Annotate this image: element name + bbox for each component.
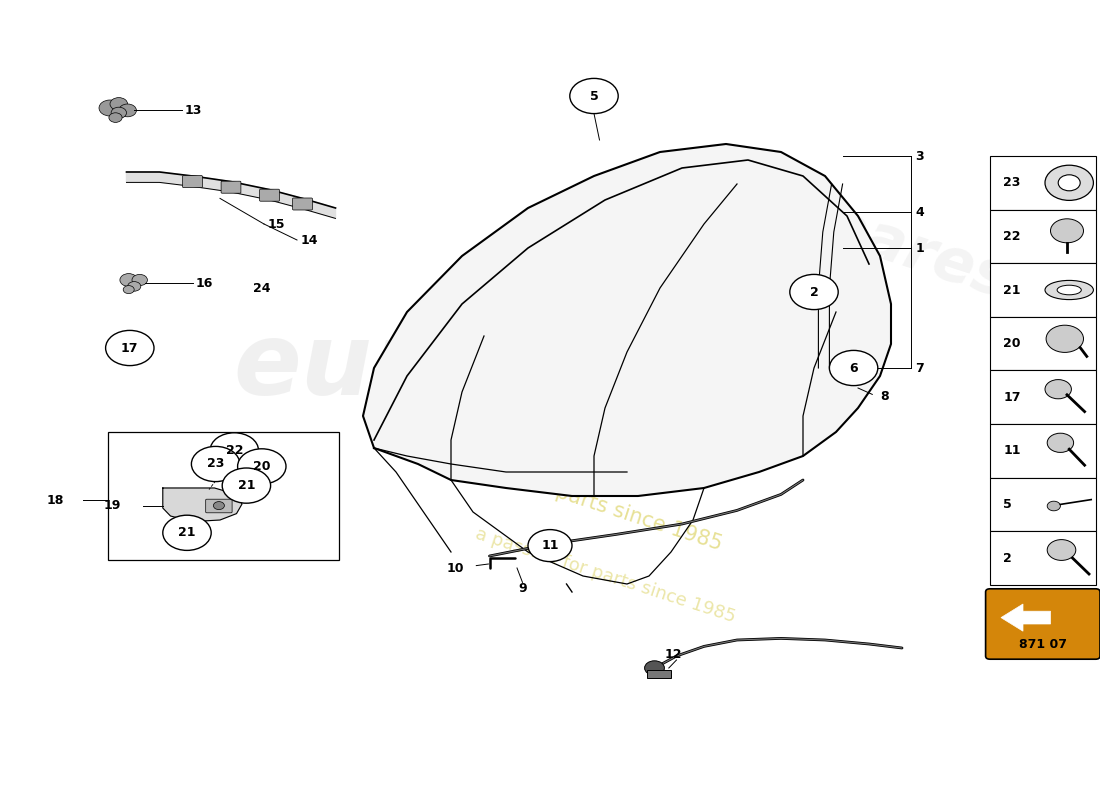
Text: 8: 8: [880, 390, 889, 402]
Text: 6: 6: [849, 362, 858, 374]
Circle shape: [829, 350, 878, 386]
Text: a passion for parts since 1985: a passion for parts since 1985: [419, 438, 725, 554]
Text: 15: 15: [267, 218, 285, 230]
Text: 2: 2: [810, 286, 818, 298]
Circle shape: [790, 274, 838, 310]
Circle shape: [110, 98, 128, 110]
Circle shape: [528, 530, 572, 562]
Text: 5: 5: [1003, 498, 1012, 511]
Circle shape: [1046, 325, 1084, 353]
Text: 21: 21: [238, 479, 255, 492]
Text: a passion for parts since 1985: a passion for parts since 1985: [473, 526, 737, 626]
Ellipse shape: [1057, 286, 1081, 295]
FancyBboxPatch shape: [990, 210, 1096, 263]
Circle shape: [645, 661, 664, 675]
FancyBboxPatch shape: [260, 190, 279, 202]
Circle shape: [132, 274, 147, 286]
Circle shape: [1047, 434, 1074, 453]
Text: 2: 2: [1003, 551, 1012, 565]
Text: 20: 20: [253, 460, 271, 473]
Polygon shape: [1001, 604, 1050, 631]
Text: 11: 11: [1003, 444, 1021, 458]
Text: 871 07: 871 07: [1019, 638, 1067, 651]
FancyBboxPatch shape: [183, 176, 202, 188]
Text: 23: 23: [207, 458, 224, 470]
Text: 3: 3: [915, 150, 924, 162]
Circle shape: [222, 468, 271, 503]
Circle shape: [213, 502, 224, 510]
Text: 12: 12: [664, 648, 682, 661]
Text: 7: 7: [915, 362, 924, 374]
Circle shape: [106, 330, 154, 366]
Text: 19: 19: [103, 499, 121, 512]
Text: 24: 24: [253, 282, 271, 294]
Text: 11: 11: [541, 539, 559, 552]
Circle shape: [119, 104, 136, 117]
Text: 16: 16: [196, 277, 213, 290]
Circle shape: [111, 107, 126, 118]
Text: 21: 21: [178, 526, 196, 539]
Text: 21: 21: [1003, 283, 1021, 297]
Ellipse shape: [1045, 281, 1093, 300]
FancyBboxPatch shape: [986, 589, 1100, 659]
Text: 17: 17: [1003, 390, 1021, 404]
FancyBboxPatch shape: [990, 156, 1096, 210]
FancyBboxPatch shape: [990, 317, 1096, 370]
FancyBboxPatch shape: [990, 424, 1096, 478]
Text: 17: 17: [121, 342, 139, 354]
Text: 23: 23: [1003, 176, 1021, 190]
Text: 18: 18: [46, 494, 64, 506]
Text: 22: 22: [1003, 230, 1021, 243]
FancyBboxPatch shape: [990, 478, 1096, 531]
Text: 5: 5: [590, 90, 598, 102]
Text: 4: 4: [915, 206, 924, 218]
Circle shape: [1047, 501, 1060, 510]
Text: 14: 14: [300, 234, 318, 246]
FancyBboxPatch shape: [206, 499, 232, 513]
Circle shape: [1047, 540, 1076, 560]
FancyBboxPatch shape: [221, 182, 241, 194]
Circle shape: [1045, 165, 1093, 200]
Circle shape: [99, 100, 121, 116]
Circle shape: [1050, 218, 1084, 242]
Circle shape: [570, 78, 618, 114]
Text: 10: 10: [447, 562, 464, 574]
Text: eurospares: eurospares: [233, 319, 867, 417]
Polygon shape: [163, 488, 242, 522]
Polygon shape: [126, 172, 336, 218]
FancyBboxPatch shape: [293, 198, 312, 210]
Circle shape: [109, 113, 122, 122]
Text: 13: 13: [185, 104, 202, 117]
FancyBboxPatch shape: [990, 531, 1096, 585]
FancyBboxPatch shape: [108, 432, 339, 560]
Circle shape: [1058, 174, 1080, 190]
FancyBboxPatch shape: [990, 263, 1096, 317]
FancyBboxPatch shape: [990, 370, 1096, 424]
Circle shape: [238, 449, 286, 484]
Circle shape: [163, 515, 211, 550]
Circle shape: [1045, 380, 1071, 399]
Text: 22: 22: [226, 444, 243, 457]
Circle shape: [210, 433, 258, 468]
Circle shape: [191, 446, 240, 482]
Circle shape: [123, 286, 134, 294]
Polygon shape: [363, 144, 891, 496]
Circle shape: [120, 274, 138, 286]
Circle shape: [128, 282, 141, 291]
Text: 1: 1: [915, 242, 924, 254]
Text: 20: 20: [1003, 337, 1021, 350]
Text: eurospares: eurospares: [632, 136, 1018, 312]
FancyBboxPatch shape: [647, 670, 671, 678]
Text: 9: 9: [518, 582, 527, 594]
